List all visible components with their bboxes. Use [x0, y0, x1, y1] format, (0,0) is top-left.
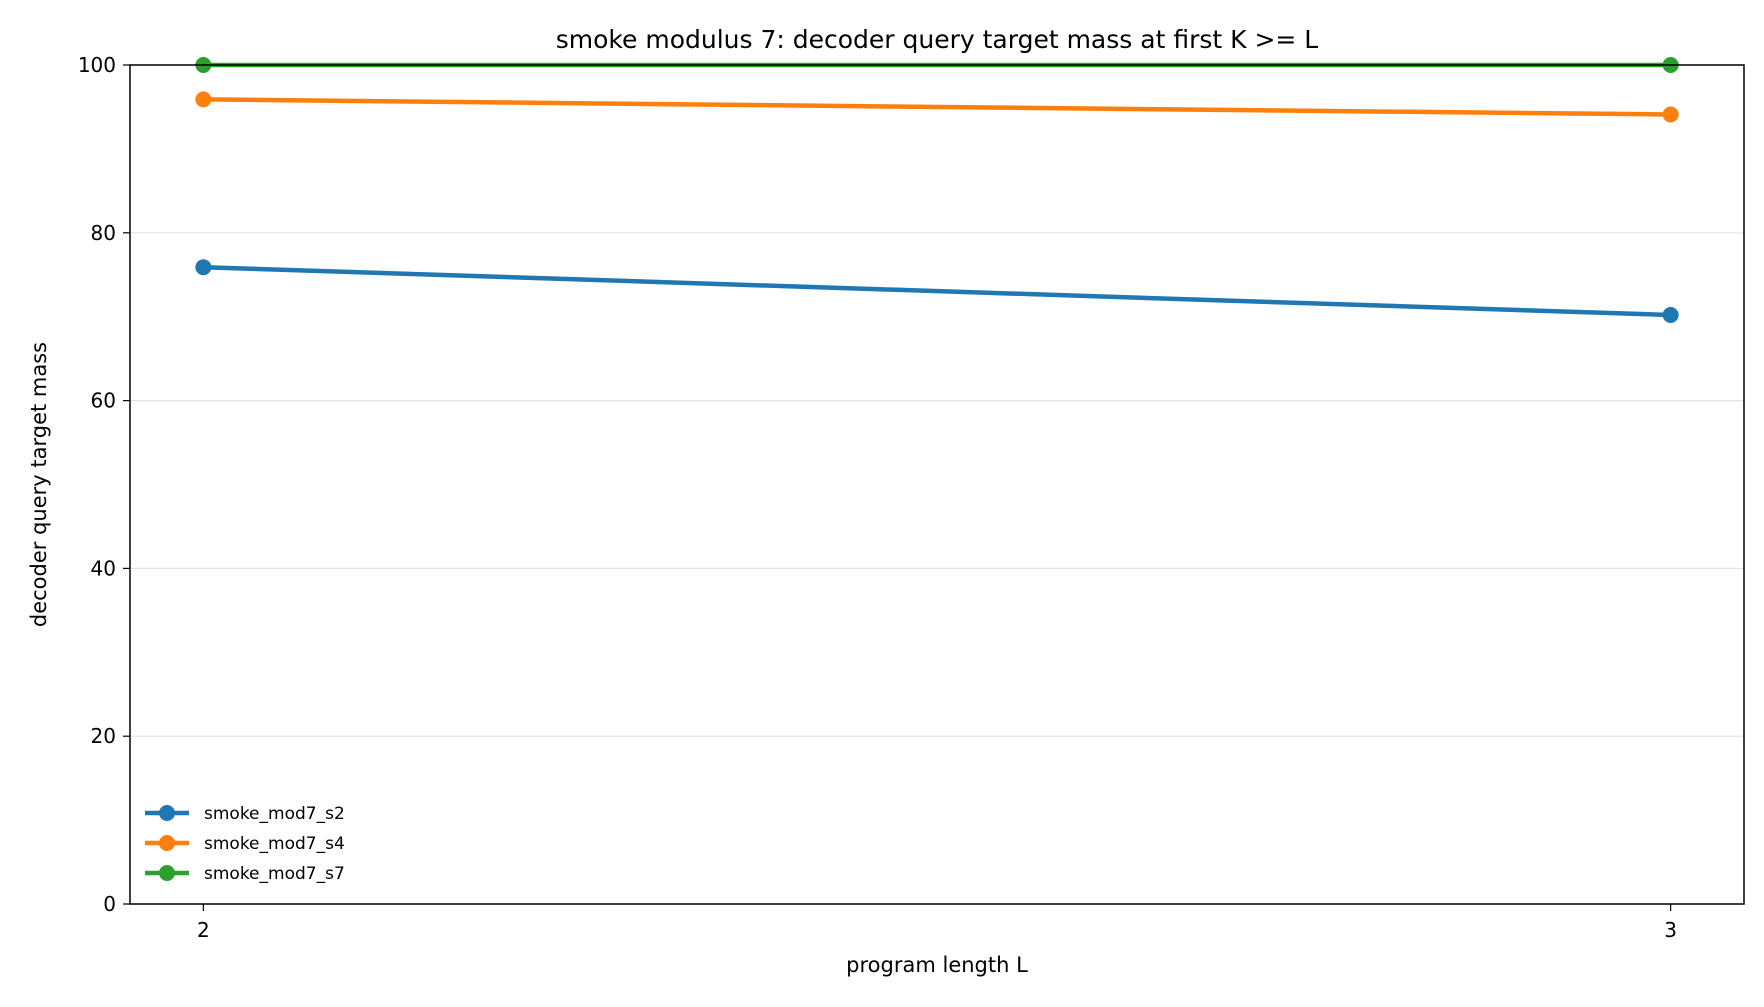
data-point [1662, 106, 1679, 123]
series-smoke_mod7_s2 [195, 259, 1679, 324]
y-tick-label: 40 [91, 556, 116, 580]
legend-label: smoke_mod7_s7 [204, 864, 345, 884]
y-tick-label: 60 [91, 389, 116, 413]
legend-swatch-marker [159, 835, 175, 851]
legend-label: smoke_mod7_s4 [204, 834, 345, 854]
y-tick-label: 80 [91, 221, 116, 245]
series-line [201, 97, 1673, 117]
legend: smoke_mod7_s2 smoke_mod7_s4 smoke_mod7_s7 [145, 804, 345, 884]
y-tick-label: 100 [78, 53, 116, 77]
axis-ticks: 0 20 40 60 80 100 2 3 [78, 53, 1677, 942]
plot-frame [129, 64, 1745, 905]
data-point [1662, 307, 1679, 324]
x-tick-label: 2 [197, 918, 210, 942]
series-line [201, 264, 1673, 318]
legend-item: smoke_mod7_s2 [145, 804, 345, 824]
legend-item: smoke_mod7_s7 [145, 864, 345, 884]
x-axis-title: program length L [846, 953, 1028, 977]
y-axis-title: decoder query target mass [27, 342, 51, 627]
legend-label: smoke_mod7_s2 [204, 804, 345, 824]
legend-swatch-marker [159, 805, 175, 821]
chart-title: smoke modulus 7: decoder query target ma… [556, 25, 1319, 54]
legend-swatch-marker [159, 865, 175, 881]
y-tick-label: 0 [103, 892, 116, 916]
series-smoke_mod7_s4 [195, 91, 1679, 123]
data-point [195, 259, 212, 276]
legend-item: smoke_mod7_s4 [145, 834, 345, 854]
data-point [195, 91, 212, 108]
x-tick-label: 3 [1664, 918, 1677, 942]
y-tick-label: 20 [91, 724, 116, 748]
